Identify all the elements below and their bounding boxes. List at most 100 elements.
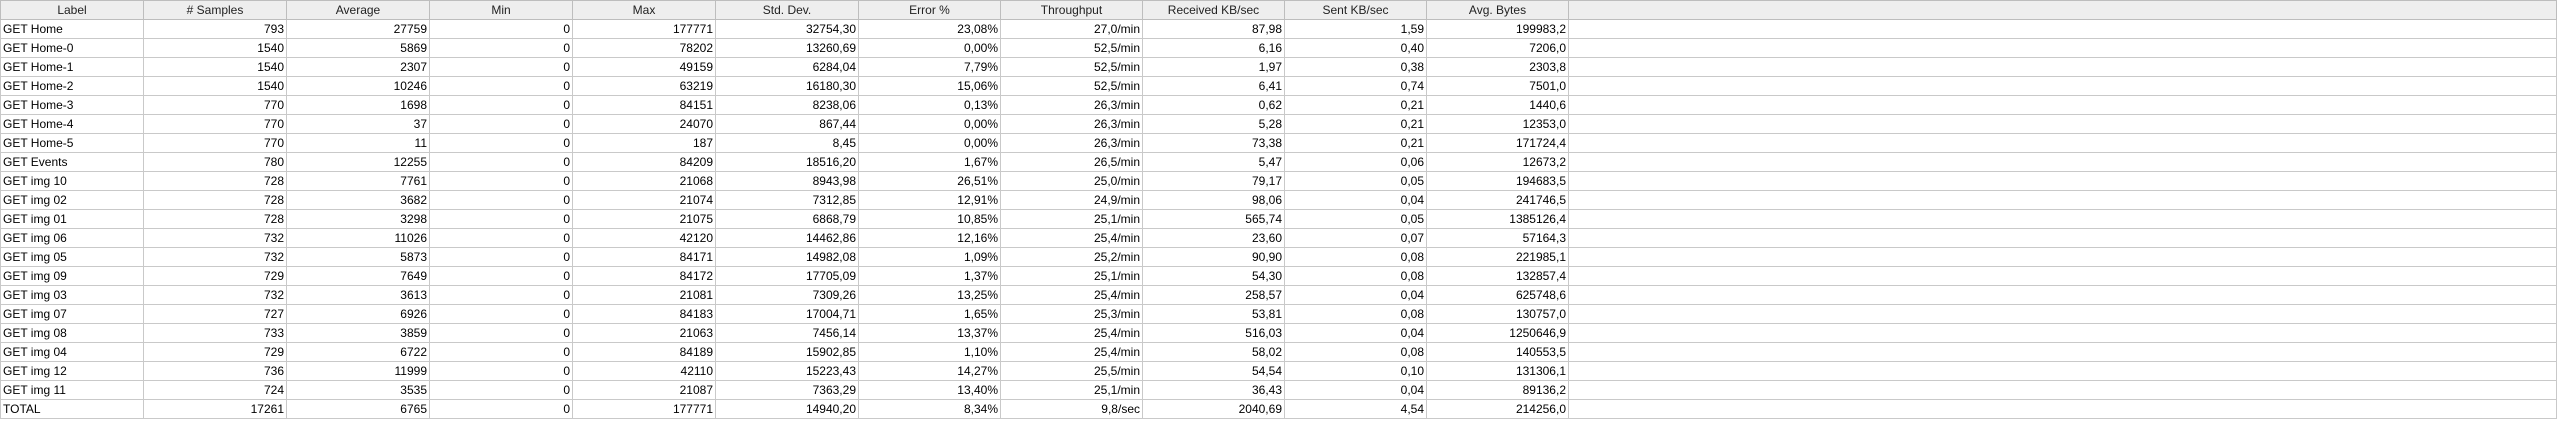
cell-avg-bytes: 199983,2 <box>1426 19 1569 39</box>
cell-min: 0 <box>429 114 573 134</box>
cell-filler <box>1568 19 2557 39</box>
cell-received-kb: 36,43 <box>1142 380 1285 400</box>
cell-throughput: 25,4/min <box>1000 323 1143 343</box>
cell-min: 0 <box>429 304 573 324</box>
cell-received-kb: 1,97 <box>1142 57 1285 77</box>
cell-throughput: 25,4/min <box>1000 342 1143 362</box>
cell-received-kb: 79,17 <box>1142 171 1285 191</box>
cell-sent-kb: 0,74 <box>1284 76 1427 96</box>
cell-sent-kb: 0,40 <box>1284 38 1427 58</box>
cell-min: 0 <box>429 228 573 248</box>
column-header-std-dev[interactable]: Std. Dev. <box>715 0 859 20</box>
table-row[interactable]: GET Home-2 1540 10246 0 63219 16180,30 15,06% 5… <box>0 76 2557 96</box>
table-row[interactable]: GET Events 780 12255 0 84209 18516,20 1,67% 26,… <box>0 152 2557 172</box>
cell-label: GET img 09 <box>0 266 144 286</box>
table-row[interactable]: GET Home-3 770 1698 0 84151 8238,06 0,13% 26,3/… <box>0 95 2557 115</box>
cell-min: 0 <box>429 190 573 210</box>
cell-throughput: 25,1/min <box>1000 266 1143 286</box>
cell-samples: 770 <box>143 133 287 153</box>
cell-samples: 732 <box>143 228 287 248</box>
cell-filler <box>1568 190 2557 210</box>
cell-average: 1698 <box>286 95 430 115</box>
cell-error-pct: 14,27% <box>858 361 1001 381</box>
table-row[interactable]: GET img 04 729 6722 0 84189 15902,85 1,10% 25,4… <box>0 342 2557 362</box>
column-header-sent-kb[interactable]: Sent KB/sec <box>1284 0 1427 20</box>
table-row[interactable]: GET Home-1 1540 2307 0 49159 6284,04 7,79% 52,5… <box>0 57 2557 77</box>
cell-average: 12255 <box>286 152 430 172</box>
cell-samples: 736 <box>143 361 287 381</box>
table-row[interactable]: GET img 07 727 6926 0 84183 17004,71 1,65% 25,3… <box>0 304 2557 324</box>
cell-min: 0 <box>429 342 573 362</box>
cell-average: 2307 <box>286 57 430 77</box>
cell-std-dev: 15902,85 <box>715 342 859 362</box>
cell-std-dev: 8,45 <box>715 133 859 153</box>
cell-filler <box>1568 209 2557 229</box>
cell-avg-bytes: 241746,5 <box>1426 190 1569 210</box>
table-row[interactable]: GET img 11 724 3535 0 21087 7363,29 13,40% 25,1… <box>0 380 2557 400</box>
cell-std-dev: 16180,30 <box>715 76 859 96</box>
cell-sent-kb: 0,04 <box>1284 380 1427 400</box>
table-row[interactable]: GET img 10 728 7761 0 21068 8943,98 26,51% 25,0… <box>0 171 2557 191</box>
cell-avg-bytes: 1385126,4 <box>1426 209 1569 229</box>
column-header-avg-bytes[interactable]: Avg. Bytes <box>1426 0 1569 20</box>
cell-error-pct: 10,85% <box>858 209 1001 229</box>
cell-error-pct: 0,00% <box>858 38 1001 58</box>
cell-throughput: 26,5/min <box>1000 152 1143 172</box>
table-row[interactable]: GET img 12 736 11999 0 42110 15223,43 14,27% 25… <box>0 361 2557 381</box>
cell-throughput: 52,5/min <box>1000 38 1143 58</box>
column-header-throughput[interactable]: Throughput <box>1000 0 1143 20</box>
table-row[interactable]: GET img 09 729 7649 0 84172 17705,09 1,37% 25,1… <box>0 266 2557 286</box>
table-row[interactable]: GET img 08 733 3859 0 21063 7456,14 13,37% 25,4… <box>0 323 2557 343</box>
column-header-average[interactable]: Average <box>286 0 430 20</box>
table-row[interactable]: GET Home-5 770 11 0 187 8,45 0,00% 26,3/min 73,3… <box>0 133 2557 153</box>
column-header-received-kb[interactable]: Received KB/sec <box>1142 0 1285 20</box>
cell-avg-bytes: 131306,1 <box>1426 361 1569 381</box>
table-row[interactable]: GET img 01 728 3298 0 21075 6868,79 10,85% 25,1… <box>0 209 2557 229</box>
cell-filler <box>1568 342 2557 362</box>
cell-filler <box>1568 228 2557 248</box>
cell-sent-kb: 0,04 <box>1284 190 1427 210</box>
table-row[interactable]: GET img 03 732 3613 0 21081 7309,26 13,25% 25,4… <box>0 285 2557 305</box>
column-header-min[interactable]: Min <box>429 0 573 20</box>
cell-error-pct: 8,34% <box>858 399 1001 419</box>
cell-throughput: 24,9/min <box>1000 190 1143 210</box>
cell-avg-bytes: 12673,2 <box>1426 152 1569 172</box>
table-row[interactable]: GET img 06 732 11026 0 42120 14462,86 12,16% 25… <box>0 228 2557 248</box>
cell-std-dev: 8238,06 <box>715 95 859 115</box>
cell-samples: 728 <box>143 171 287 191</box>
cell-samples: 724 <box>143 380 287 400</box>
cell-avg-bytes: 1250646,9 <box>1426 323 1569 343</box>
table-row[interactable]: GET img 02 728 3682 0 21074 7312,85 12,91% 24,9… <box>0 190 2557 210</box>
cell-average: 5869 <box>286 38 430 58</box>
cell-filler <box>1568 304 2557 324</box>
cell-max: 49159 <box>572 57 716 77</box>
cell-std-dev: 14940,20 <box>715 399 859 419</box>
cell-filler <box>1568 57 2557 77</box>
table-row[interactable]: GET Home-4 770 37 0 24070 867,44 0,00% 26,3/min… <box>0 114 2557 134</box>
cell-filler <box>1568 399 2557 419</box>
column-header-max[interactable]: Max <box>572 0 716 20</box>
cell-max: 21087 <box>572 380 716 400</box>
cell-std-dev: 14982,08 <box>715 247 859 267</box>
cell-average: 6765 <box>286 399 430 419</box>
cell-sent-kb: 0,08 <box>1284 247 1427 267</box>
table-row[interactable]: GET Home 793 27759 0 177771 32754,30 23,08% 27,… <box>0 19 2557 39</box>
cell-samples: 780 <box>143 152 287 172</box>
cell-sent-kb: 0,04 <box>1284 323 1427 343</box>
table-row[interactable]: GET Home-0 1540 5869 0 78202 13260,69 0,00% 52,… <box>0 38 2557 58</box>
cell-std-dev: 867,44 <box>715 114 859 134</box>
cell-label: GET img 08 <box>0 323 144 343</box>
cell-avg-bytes: 221985,1 <box>1426 247 1569 267</box>
column-header-label[interactable]: Label <box>0 0 144 20</box>
column-header-samples[interactable]: # Samples <box>143 0 287 20</box>
cell-throughput: 25,2/min <box>1000 247 1143 267</box>
column-header-error-pct[interactable]: Error % <box>858 0 1001 20</box>
total-row[interactable]: TOTAL 17261 6765 0 177771 14940,20 8,34% 9,8/se… <box>0 399 2557 419</box>
table-row[interactable]: GET img 05 732 5873 0 84171 14982,08 1,09% 25,2… <box>0 247 2557 267</box>
cell-filler <box>1568 171 2557 191</box>
table-body: GET Home 793 27759 0 177771 32754,30 23,08% 27,… <box>0 19 2557 419</box>
cell-average: 3613 <box>286 285 430 305</box>
cell-sent-kb: 0,05 <box>1284 209 1427 229</box>
cell-average: 10246 <box>286 76 430 96</box>
cell-error-pct: 23,08% <box>858 19 1001 39</box>
